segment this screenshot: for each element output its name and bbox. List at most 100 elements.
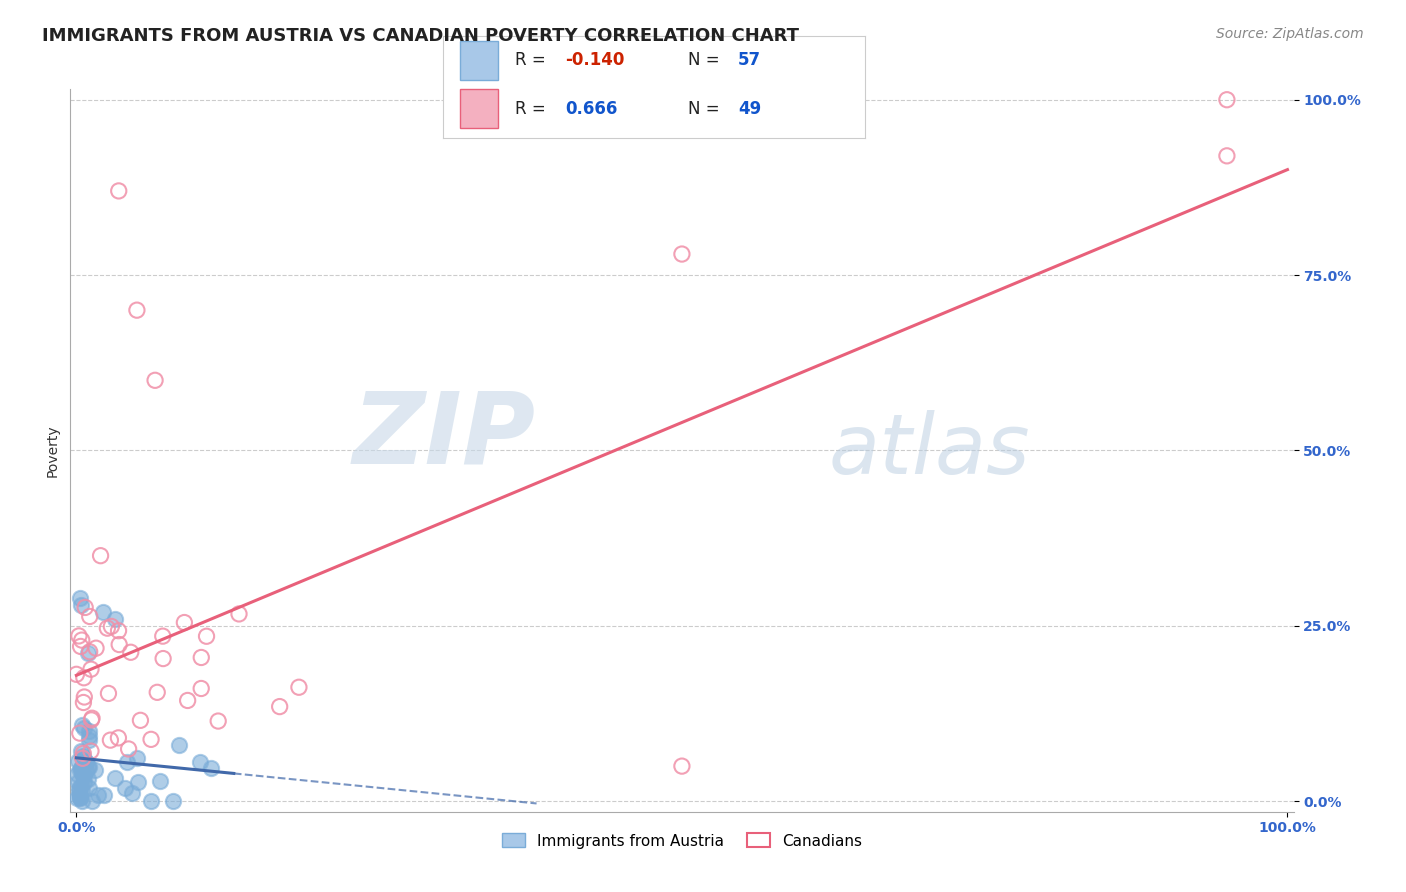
Point	[84, 641, 107, 656]
Point	[228, 607, 250, 621]
Point	[127, 775, 149, 789]
Point	[120, 645, 142, 659]
Point	[69, 743, 91, 757]
Point	[70, 761, 93, 775]
Point	[90, 549, 112, 563]
Point	[73, 721, 96, 735]
Point	[77, 760, 100, 774]
Point	[79, 609, 101, 624]
Point	[69, 791, 91, 805]
Point	[107, 184, 129, 198]
Text: R =: R =	[515, 52, 551, 70]
Point	[73, 775, 96, 789]
Point	[70, 765, 93, 780]
Point	[146, 685, 169, 699]
Point	[79, 781, 101, 796]
Point	[69, 640, 91, 654]
Point	[73, 690, 96, 704]
Point	[67, 754, 90, 768]
Point	[72, 749, 94, 764]
Point	[162, 794, 184, 808]
Point	[70, 784, 93, 798]
Point	[69, 789, 91, 804]
Point	[75, 764, 97, 779]
Point	[77, 723, 100, 738]
Point	[288, 680, 311, 694]
Point	[83, 764, 105, 778]
Text: atlas: atlas	[828, 410, 1031, 491]
Text: Source: ZipAtlas.com: Source: ZipAtlas.com	[1216, 27, 1364, 41]
Point	[117, 742, 139, 756]
Text: R =: R =	[515, 100, 551, 118]
Point	[65, 667, 87, 681]
Text: IMMIGRANTS FROM AUSTRIA VS CANADIAN POVERTY CORRELATION CHART: IMMIGRANTS FROM AUSTRIA VS CANADIAN POVE…	[42, 27, 799, 45]
Point	[75, 600, 97, 615]
Point	[100, 619, 122, 633]
Point	[70, 762, 93, 776]
Point	[671, 759, 693, 773]
Point	[173, 615, 195, 630]
Point	[125, 303, 148, 318]
Text: N =: N =	[688, 100, 724, 118]
Point	[70, 780, 93, 794]
Y-axis label: Poverty: Poverty	[45, 425, 59, 476]
Point	[207, 714, 229, 728]
Point	[67, 780, 90, 795]
Point	[671, 247, 693, 261]
Point	[1216, 93, 1239, 107]
Bar	[460, 89, 498, 128]
Point	[121, 786, 143, 800]
Point	[1216, 149, 1239, 163]
Point	[70, 633, 93, 648]
Text: 49: 49	[738, 100, 762, 118]
Point	[188, 756, 211, 770]
Point	[195, 629, 218, 643]
Point	[80, 711, 103, 725]
Point	[107, 731, 129, 745]
Point	[143, 373, 166, 387]
Point	[80, 744, 103, 758]
Point	[72, 752, 94, 766]
Point	[80, 794, 103, 808]
Point	[190, 650, 212, 665]
Point	[70, 718, 93, 732]
Text: -0.140: -0.140	[565, 52, 624, 70]
Point	[114, 780, 136, 795]
Point	[190, 681, 212, 696]
Point	[72, 747, 94, 761]
Bar	[460, 41, 498, 79]
Text: N =: N =	[688, 52, 724, 70]
Text: 0.666: 0.666	[565, 100, 617, 118]
Point	[77, 732, 100, 747]
Point	[73, 769, 96, 783]
Text: ZIP: ZIP	[352, 387, 536, 484]
Point	[269, 699, 291, 714]
Point	[69, 763, 91, 777]
Point	[104, 771, 127, 785]
Point	[70, 759, 93, 773]
Point	[129, 714, 152, 728]
Point	[75, 755, 97, 769]
Point	[70, 794, 93, 808]
Point	[79, 645, 101, 659]
Point	[67, 629, 90, 643]
Point	[149, 774, 172, 789]
Point	[70, 598, 93, 612]
Point	[139, 794, 162, 808]
Point	[77, 772, 100, 786]
Point	[66, 766, 89, 780]
Point	[139, 732, 162, 747]
Point	[93, 789, 115, 803]
Point	[80, 713, 103, 727]
Point	[66, 790, 89, 805]
Point	[67, 784, 90, 798]
Point	[72, 696, 94, 710]
Point	[96, 621, 118, 635]
Point	[69, 591, 91, 605]
Point	[125, 751, 148, 765]
Point	[80, 662, 103, 676]
Point	[72, 751, 94, 765]
Text: 57: 57	[738, 52, 761, 70]
Point	[69, 789, 91, 804]
Point	[91, 605, 114, 619]
